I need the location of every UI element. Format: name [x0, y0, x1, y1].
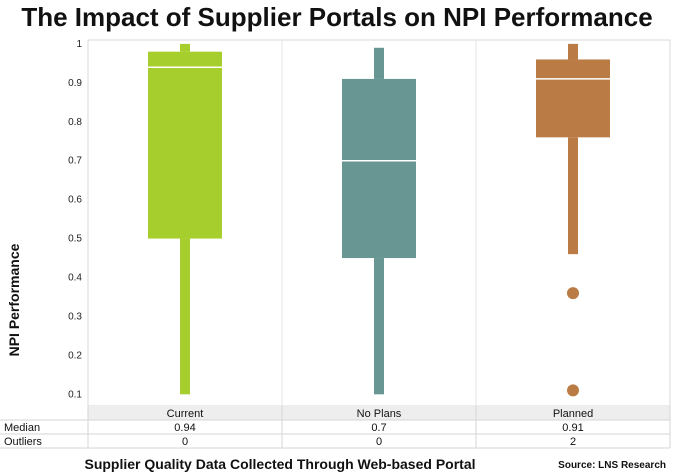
- upper-whisker: [568, 43, 578, 60]
- x-category-label: Current: [167, 408, 204, 420]
- table-cell: 0.91: [562, 422, 583, 434]
- summary-table: Current No Plans Planned Median 0.94 0.7 0.91 O…: [0, 406, 671, 449]
- box-body: [342, 78, 416, 259]
- box-body: [536, 59, 610, 138]
- y-tick-label: 0.2: [68, 350, 82, 361]
- box-body: [148, 51, 222, 239]
- table-cell: 0.7: [371, 422, 386, 434]
- table-header-bg: [88, 406, 670, 420]
- table-cell: 0: [376, 436, 382, 448]
- x-category-label: Planned: [553, 408, 593, 420]
- table-cell: 0.94: [174, 422, 195, 434]
- table-row-label: Outliers: [4, 436, 42, 448]
- y-tick-label: 0.8: [68, 117, 82, 128]
- boxes: [148, 43, 610, 397]
- box-current: [148, 43, 222, 395]
- outlier-point: [567, 287, 579, 300]
- table-row-label: Median: [4, 422, 40, 434]
- y-tick-label: 0.3: [68, 311, 82, 322]
- y-tick-label: 1: [76, 39, 82, 50]
- x-category-label: No Plans: [357, 408, 402, 420]
- upper-whisker: [374, 47, 384, 79]
- lower-whisker: [568, 137, 578, 255]
- box-no-plans: [342, 47, 416, 395]
- outlier-point: [567, 384, 579, 397]
- source-note: Source: LNS Research: [558, 460, 666, 471]
- y-tick-label: 0.7: [68, 156, 82, 167]
- y-tick-label: 0.9: [68, 78, 82, 89]
- y-axis-ticks: 0.1 0.2 0.3 0.4 0.5 0.6 0.7 0.8 0.9 1: [68, 39, 82, 400]
- table-cell: 0: [182, 436, 188, 448]
- y-tick-label: 0.4: [68, 273, 82, 284]
- lower-whisker: [180, 238, 190, 395]
- table-cell: 2: [570, 436, 576, 448]
- y-tick-label: 0.1: [68, 389, 82, 400]
- x-axis-label: Supplier Quality Data Collected Through …: [84, 456, 476, 472]
- lower-whisker: [374, 258, 384, 395]
- y-tick-label: 0.5: [68, 234, 82, 245]
- chart-title: The Impact of Supplier Portals on NPI Pe…: [21, 2, 653, 32]
- upper-whisker: [180, 43, 190, 52]
- y-tick-label: 0.6: [68, 195, 82, 206]
- box-planned: [536, 43, 610, 397]
